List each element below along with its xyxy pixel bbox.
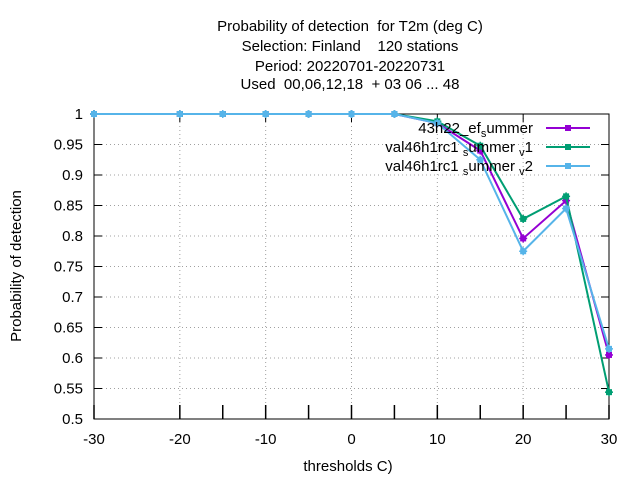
data-point xyxy=(90,110,98,118)
y-tick-label: 0.5 xyxy=(62,411,83,428)
y-tick-label: 0.75 xyxy=(54,259,83,276)
x-tick-label: 0 xyxy=(347,431,355,448)
legend-label: val46h1rc1 summer v1 xyxy=(385,139,533,159)
data-point xyxy=(175,110,184,118)
legend-label: val46h1rc1 summer v2 xyxy=(385,158,533,178)
x-tick-label: -30 xyxy=(83,431,105,448)
x-tick-label: -10 xyxy=(255,431,277,448)
data-point xyxy=(519,214,528,223)
legend-entry-1: 43h22_efsummer xyxy=(418,120,590,140)
series-layer xyxy=(90,110,613,397)
data-point xyxy=(519,247,528,256)
chart-title-line-4: Used 00,06,12,18 + 03 06 ... 48 xyxy=(240,76,460,93)
x-tick-label: 10 xyxy=(429,431,446,448)
legend-label: 43h22_efsummer xyxy=(418,120,533,140)
data-point xyxy=(390,110,399,118)
series-2 xyxy=(90,110,613,397)
legend-marker xyxy=(565,163,571,169)
y-tick-label: 0.9 xyxy=(62,167,83,184)
axis-ticks: 0.5 0.55 0.6 0.65 0.7 0.75 0.8 0.85 0.9 0.95 1 -30 -… xyxy=(54,106,618,448)
series-line xyxy=(94,113,610,350)
x-axis-label: thresholds C) xyxy=(303,458,392,475)
y-tick-label: 0.95 xyxy=(54,137,83,154)
data-point xyxy=(519,234,528,243)
x-tick-label: -20 xyxy=(169,431,191,448)
chart-title-line-3: Period: 20220701-20220731 xyxy=(254,58,446,75)
data-point xyxy=(218,110,227,118)
data-point xyxy=(476,155,485,164)
y-tick-label: 0.8 xyxy=(62,228,83,245)
grid xyxy=(94,114,609,419)
data-point xyxy=(562,192,571,201)
y-axis-label: Probability of detection xyxy=(8,190,25,342)
y-tick-label: 0.65 xyxy=(54,320,83,337)
y-tick-label: 0.55 xyxy=(54,381,83,398)
chart-title-line-1: Probability of detection for T2m (deg C) xyxy=(217,18,483,35)
y-tick-label: 1 xyxy=(75,106,83,123)
data-point xyxy=(605,388,613,397)
data-point xyxy=(433,119,442,128)
legend-marker xyxy=(565,125,571,131)
y-tick-label: 0.6 xyxy=(62,350,83,367)
data-point xyxy=(562,204,571,213)
x-tick-label: 20 xyxy=(515,431,532,448)
data-point xyxy=(347,110,356,118)
chart-title-line-2: Selection: Finland 120 stations xyxy=(241,38,459,55)
data-point xyxy=(304,110,313,118)
y-tick-label: 0.85 xyxy=(54,198,83,215)
x-tick-label: 30 xyxy=(601,431,618,448)
data-point xyxy=(605,344,613,353)
legend-entry-3: val46h1rc1 summer v2 xyxy=(385,158,590,178)
series-3 xyxy=(90,110,613,353)
data-point xyxy=(476,141,485,150)
data-point xyxy=(261,110,270,118)
legend-marker xyxy=(565,144,571,150)
y-tick-label: 0.7 xyxy=(62,289,83,306)
legend-entry-2: val46h1rc1 summer v1 xyxy=(385,139,590,159)
